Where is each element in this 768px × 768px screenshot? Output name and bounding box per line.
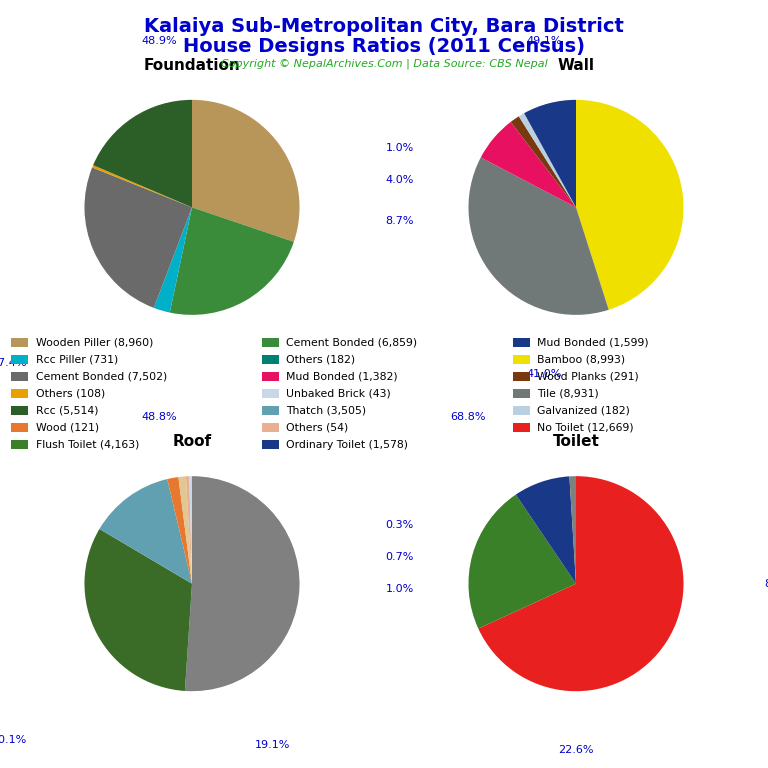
Wedge shape — [84, 167, 192, 308]
Wedge shape — [569, 476, 576, 584]
Wedge shape — [92, 165, 192, 207]
Text: 8.7%: 8.7% — [386, 216, 414, 226]
Title: Toilet: Toilet — [552, 434, 600, 449]
Wedge shape — [189, 476, 192, 584]
Text: Wood Planks (291): Wood Planks (291) — [538, 372, 639, 382]
Wedge shape — [178, 476, 192, 584]
Text: 1.0%: 1.0% — [386, 584, 414, 594]
Wedge shape — [468, 495, 576, 628]
Wedge shape — [468, 157, 609, 315]
Bar — [12, 423, 28, 432]
Wedge shape — [154, 207, 192, 313]
Wedge shape — [167, 477, 192, 584]
Text: 4.0%: 4.0% — [386, 175, 414, 186]
Wedge shape — [84, 529, 192, 691]
Text: Others (108): Others (108) — [35, 389, 104, 399]
Bar — [12, 440, 28, 449]
Wedge shape — [516, 476, 576, 584]
Bar — [12, 389, 28, 399]
Bar — [263, 338, 279, 347]
Text: Cement Bonded (6,859): Cement Bonded (6,859) — [286, 338, 418, 348]
Title: Wall: Wall — [558, 58, 594, 73]
Text: 19.1%: 19.1% — [255, 740, 290, 750]
Text: Wood (121): Wood (121) — [35, 422, 98, 432]
Text: 0.3%: 0.3% — [386, 519, 414, 530]
Bar — [12, 355, 28, 364]
Text: Rcc Piller (731): Rcc Piller (731) — [35, 355, 118, 365]
Bar — [513, 338, 530, 347]
Text: Others (182): Others (182) — [286, 355, 356, 365]
Text: Cement Bonded (7,502): Cement Bonded (7,502) — [35, 372, 167, 382]
Text: Rcc (5,514): Rcc (5,514) — [35, 406, 98, 415]
Wedge shape — [93, 100, 192, 207]
Bar — [12, 372, 28, 381]
Wedge shape — [192, 100, 300, 242]
Wedge shape — [524, 100, 576, 207]
Bar — [513, 423, 530, 432]
Text: 1.0%: 1.0% — [386, 143, 414, 154]
Bar — [263, 440, 279, 449]
Bar — [12, 338, 28, 347]
Text: 48.9%: 48.9% — [142, 35, 177, 46]
Text: 68.8%: 68.8% — [451, 412, 486, 422]
Bar — [513, 372, 530, 381]
Text: Copyright © NepalArchives.Com | Data Source: CBS Nepal: Copyright © NepalArchives.Com | Data Sou… — [220, 58, 548, 69]
Text: Mud Bonded (1,382): Mud Bonded (1,382) — [286, 372, 398, 382]
Text: Tile (8,931): Tile (8,931) — [538, 389, 599, 399]
Wedge shape — [478, 476, 684, 691]
Text: 8.6%: 8.6% — [764, 578, 768, 589]
Bar — [513, 389, 530, 399]
Text: Kalaiya Sub-Metropolitan City, Bara District: Kalaiya Sub-Metropolitan City, Bara Dist… — [144, 17, 624, 36]
Text: No Toilet (12,669): No Toilet (12,669) — [538, 422, 634, 432]
Text: Flush Toilet (4,163): Flush Toilet (4,163) — [35, 439, 139, 449]
Bar — [513, 355, 530, 364]
Bar — [263, 389, 279, 399]
Wedge shape — [481, 122, 576, 207]
Wedge shape — [100, 479, 192, 584]
Wedge shape — [519, 113, 576, 207]
Wedge shape — [511, 116, 576, 207]
Text: 30.1%: 30.1% — [0, 734, 27, 745]
Text: Galvanized (182): Galvanized (182) — [538, 406, 631, 415]
Text: House Designs Ratios (2011 Census): House Designs Ratios (2011 Census) — [183, 37, 585, 56]
Wedge shape — [186, 476, 192, 584]
Text: Unbaked Brick (43): Unbaked Brick (43) — [286, 389, 391, 399]
Text: 37.4%: 37.4% — [0, 358, 27, 369]
Text: Others (54): Others (54) — [286, 422, 349, 432]
Title: Foundation: Foundation — [144, 58, 240, 73]
Bar — [263, 423, 279, 432]
Bar — [12, 406, 28, 415]
Text: Ordinary Toilet (1,578): Ordinary Toilet (1,578) — [286, 439, 409, 449]
Text: Bamboo (8,993): Bamboo (8,993) — [538, 355, 625, 365]
Wedge shape — [576, 100, 684, 310]
Text: Wooden Piller (8,960): Wooden Piller (8,960) — [35, 338, 153, 348]
Bar — [263, 372, 279, 381]
Title: Roof: Roof — [173, 434, 211, 449]
Text: Mud Bonded (1,599): Mud Bonded (1,599) — [538, 338, 649, 348]
Bar — [263, 355, 279, 364]
Text: 49.1%: 49.1% — [526, 35, 561, 46]
Text: 22.6%: 22.6% — [558, 745, 594, 756]
Wedge shape — [170, 207, 294, 315]
Text: Thatch (3,505): Thatch (3,505) — [286, 406, 366, 415]
Text: 48.8%: 48.8% — [142, 412, 177, 422]
Text: 41.0%: 41.0% — [526, 369, 561, 379]
Wedge shape — [185, 476, 300, 691]
Bar — [513, 406, 530, 415]
Bar — [263, 406, 279, 415]
Text: 0.7%: 0.7% — [386, 551, 414, 562]
